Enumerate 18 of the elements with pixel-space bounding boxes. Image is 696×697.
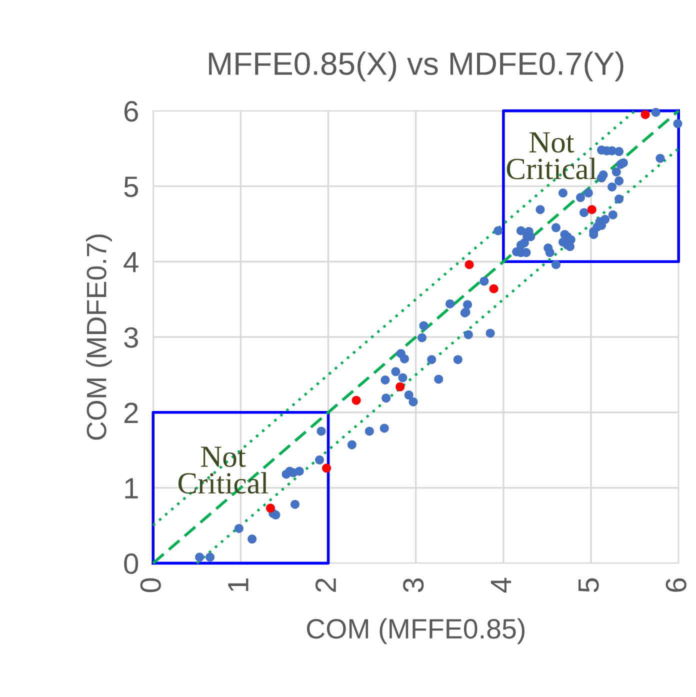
y-tick-label: 6 — [124, 101, 138, 122]
y-tick-label: 3 — [124, 327, 138, 348]
y-tick-label: 1 — [125, 478, 138, 498]
x-tick-label: 0 — [140, 578, 161, 592]
y-tick-label: 0 — [124, 553, 138, 574]
x-tick-label: 6 — [666, 578, 686, 592]
x-tick-label: 2 — [315, 578, 336, 592]
y-tick-label: 5 — [124, 176, 138, 198]
annotation: Not Critical — [506, 132, 597, 180]
y-tick-label: 4 — [124, 252, 138, 272]
y-axis-title: COM (MDFE0.7) — [86, 234, 112, 440]
x-tick-label: 3 — [403, 578, 424, 592]
x-tick-label: 5 — [578, 578, 599, 592]
chart-title: MFFE0.85(X) vs MDFE0.7(Y) — [209, 52, 624, 82]
y-tick-label: 2 — [124, 402, 138, 423]
x-tick-label: 1 — [228, 578, 248, 592]
x-tick-label: 4 — [490, 578, 511, 593]
x-axis-title: COM (MFFE0.85) — [306, 618, 524, 644]
